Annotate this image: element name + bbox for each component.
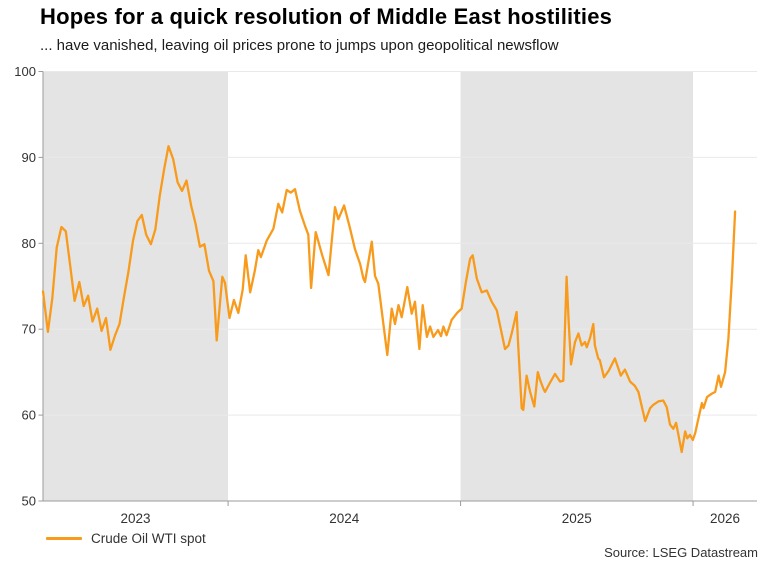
shaded-year-band [460,71,694,501]
price-line [41,145,737,454]
y-tick-label: 100 [14,64,36,79]
chart-subtitle: ... have vanished, leaving oil prices pr… [40,37,559,54]
y-tick-label: 70 [22,322,36,337]
legend-line-swatch [46,537,82,540]
x-year-label: 2024 [329,511,360,526]
x-year-label: 2023 [121,511,151,526]
x-year-label: 2025 [562,511,592,526]
y-tick-label: 80 [22,236,36,251]
y-tick-label: 50 [22,494,36,509]
legend: Crude Oil WTI spot [46,531,206,546]
chart-title: Hopes for a quick resolution of Middle E… [40,4,613,29]
y-tick-label: 90 [22,150,36,165]
x-year-label: 2026 [710,511,740,526]
source-attribution: Source: LSEG Datastream [604,545,758,560]
shaded-year-band [43,71,229,501]
y-tick-label: 60 [22,408,36,423]
legend-label: Crude Oil WTI spot [91,531,206,546]
